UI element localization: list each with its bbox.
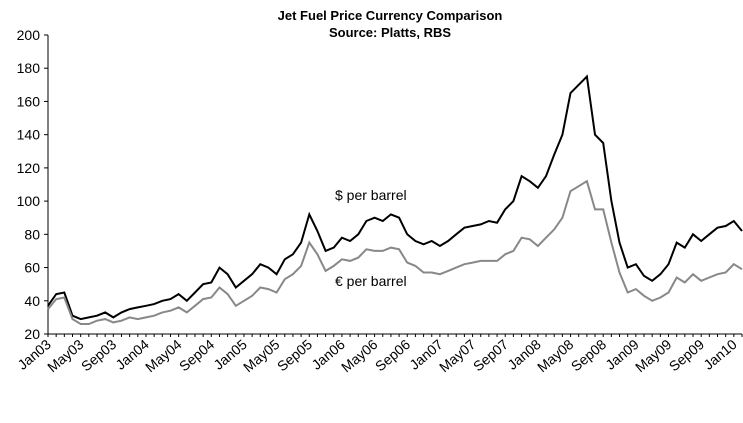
y-tick-label: 40: [24, 293, 40, 309]
x-tick-label: Sep03: [78, 336, 119, 374]
x-tick-label: Sep09: [666, 336, 707, 374]
y-tick-label: 100: [17, 193, 41, 209]
data-line: [47, 179, 743, 325]
y-tick-label: 60: [24, 260, 40, 276]
x-tick-label: Sep07: [470, 336, 511, 374]
y-tick-label: 180: [17, 60, 41, 76]
y-tick-label: 200: [17, 27, 41, 43]
x-tick-label: May07: [436, 336, 479, 375]
x-tick-label: Jan10: [700, 336, 740, 373]
data-line: [47, 74, 743, 321]
chart-subtitle: Source: Platts, RBS: [329, 25, 451, 40]
x-tick-label: Sep05: [274, 336, 315, 374]
chart-title: Jet Fuel Price Currency Comparison: [278, 8, 503, 23]
x-tick-label: May04: [142, 336, 185, 375]
y-tick-label: 120: [17, 160, 41, 176]
x-tick-label: May08: [534, 336, 577, 375]
y-tick-label: 160: [17, 93, 41, 109]
x-tick-label: May05: [240, 336, 283, 375]
x-tick-label: May09: [632, 336, 675, 375]
y-tick-label: 80: [24, 226, 40, 242]
series-label: € per barrel: [335, 273, 407, 289]
y-tick-label: 140: [17, 127, 41, 143]
y-tick-label: 20: [24, 326, 40, 342]
x-tick-label: Sep06: [372, 336, 413, 374]
x-tick-label: May06: [338, 336, 381, 375]
x-tick-label: Sep08: [568, 336, 609, 374]
x-tick-label: Sep04: [176, 336, 217, 374]
x-tick-label: May03: [44, 336, 87, 375]
series-label: $ per barrel: [335, 187, 407, 203]
